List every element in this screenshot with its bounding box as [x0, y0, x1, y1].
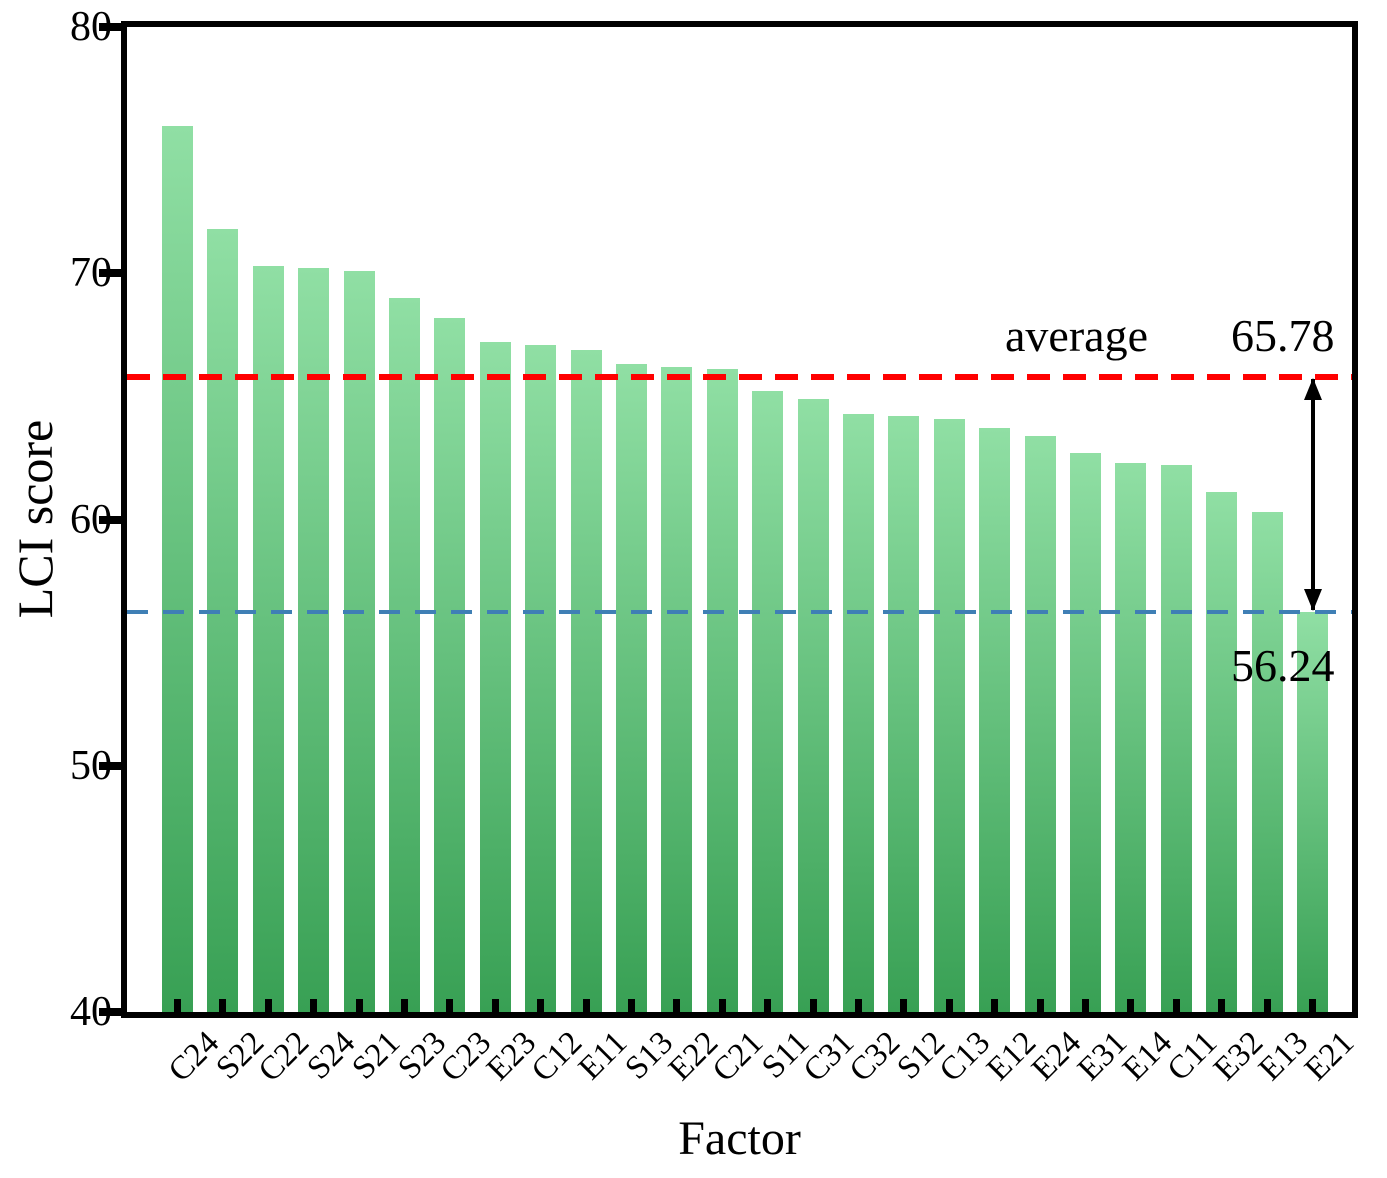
y-tick-label: 50	[70, 742, 112, 789]
x-tick	[582, 999, 590, 1012]
bar-C22	[252, 265, 284, 1012]
bar-S21	[343, 270, 375, 1012]
bar-C32	[843, 413, 874, 1012]
bar-E13	[1251, 512, 1283, 1012]
arrow-up-head-icon	[1303, 378, 1322, 401]
x-tick	[401, 999, 408, 1012]
bar-E21	[1297, 612, 1328, 1012]
x-tick	[310, 999, 318, 1012]
x-axis-title: Factor	[678, 1112, 801, 1165]
bar-C11	[1160, 465, 1192, 1012]
x-tick	[264, 999, 272, 1012]
x-tick	[855, 999, 862, 1012]
bar-E22	[661, 366, 693, 1012]
x-tick	[1309, 999, 1316, 1012]
bar-C12	[525, 344, 557, 1012]
bar-S12	[888, 416, 920, 1012]
y-tick	[99, 515, 121, 524]
x-tick	[673, 999, 681, 1012]
average-label: average	[1005, 310, 1148, 361]
bar-E12	[979, 428, 1011, 1012]
x-tick	[809, 999, 817, 1012]
bar-S24	[298, 268, 330, 1012]
bar-E31	[1070, 453, 1101, 1012]
y-tick	[99, 1008, 121, 1016]
bar-C13	[933, 418, 965, 1012]
x-tick	[900, 999, 908, 1012]
x-tick	[491, 999, 499, 1012]
y-tick	[99, 23, 121, 31]
x-tick	[219, 999, 227, 1012]
y-tick-label: 60	[70, 496, 112, 543]
x-tick	[537, 999, 545, 1012]
bar-E14	[1115, 462, 1147, 1012]
x-tick	[1127, 999, 1135, 1012]
x-tick	[1218, 999, 1226, 1012]
bar-C24	[162, 125, 193, 1012]
x-tick	[718, 999, 726, 1012]
min-value-label: 56.24	[1231, 640, 1335, 691]
x-tick	[446, 999, 454, 1012]
x-tick	[355, 999, 363, 1012]
bar-S22	[207, 228, 239, 1012]
x-tick	[174, 999, 181, 1012]
bar-E32	[1206, 492, 1238, 1012]
x-tick	[945, 999, 953, 1012]
x-tick	[1263, 999, 1271, 1012]
bar-E23	[479, 342, 511, 1012]
bar-C31	[797, 398, 829, 1012]
bar-S11	[752, 391, 784, 1012]
x-tick	[628, 999, 635, 1012]
x-tick	[1082, 999, 1089, 1012]
bar-E24	[1024, 435, 1056, 1012]
arrow-down-head-icon	[1303, 589, 1322, 612]
x-tick	[991, 999, 999, 1012]
average-value-label: 65.78	[1231, 310, 1335, 361]
bar-S13	[616, 364, 647, 1012]
bar-C23	[434, 317, 466, 1012]
x-tick	[1172, 999, 1180, 1012]
y-tick-label: 80	[70, 4, 112, 50]
bar-C21	[706, 369, 738, 1012]
x-tick	[764, 999, 772, 1012]
bar-E11	[570, 349, 602, 1012]
min-line	[127, 610, 1352, 615]
x-tick	[1036, 999, 1044, 1012]
y-tick-label: 40	[70, 989, 112, 1035]
bar-S23	[389, 297, 420, 1012]
range-arrow-line	[1310, 379, 1315, 611]
y-tick	[99, 269, 121, 278]
y-tick	[99, 761, 121, 770]
y-tick-label: 70	[70, 250, 112, 297]
average-line	[127, 374, 1352, 381]
